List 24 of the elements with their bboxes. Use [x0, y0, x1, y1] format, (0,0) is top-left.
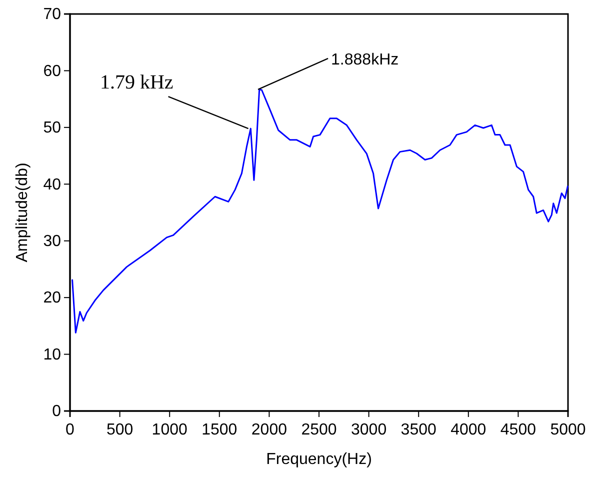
y-tick-label: 50 — [43, 120, 62, 137]
x-tick-label: 1000 — [152, 421, 188, 438]
x-tick-label: 4000 — [450, 421, 486, 438]
x-tick-label: 4500 — [500, 421, 536, 438]
x-tick-label: 3000 — [351, 421, 387, 438]
y-tick-label: 70 — [43, 6, 62, 24]
y-tick-label: 10 — [43, 346, 62, 364]
annotation: 1.79 kHz — [100, 72, 174, 94]
x-tick-label: 0 — [66, 421, 75, 438]
y-axis-title: Amplitude(db) — [14, 162, 31, 262]
x-tick-label: 3500 — [400, 421, 436, 438]
line-series — [72, 88, 568, 334]
y-tick-label: 40 — [43, 176, 62, 194]
y-tick-label: 20 — [43, 290, 62, 307]
y-tick-label: 60 — [43, 62, 62, 80]
x-tick-label: 2000 — [251, 421, 288, 438]
x-tick-label: 1500 — [202, 421, 238, 438]
x-tick-label: 2500 — [301, 421, 337, 438]
x-tick-label: 500 — [106, 421, 134, 438]
annotation: 1.888kHz — [331, 51, 399, 68]
x-axis-title: Frequency(Hz) — [266, 451, 372, 468]
y-tick-label: 30 — [43, 232, 62, 250]
y-tick-label: 0 — [52, 403, 62, 420]
x-tick-label: 5000 — [550, 421, 586, 438]
